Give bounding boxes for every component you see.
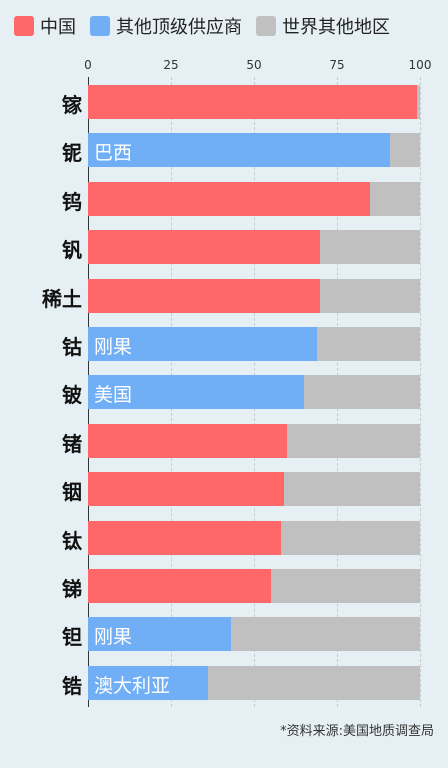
category-label: 铟	[62, 480, 82, 505]
bar-segment-china	[88, 520, 281, 555]
bar-segment-rest-of-world	[270, 569, 420, 603]
x-tick-label: 100	[408, 58, 432, 72]
bar-segment-china	[88, 569, 271, 603]
bar-segment-other-supplier	[88, 617, 231, 652]
category-label: 钛	[62, 528, 82, 553]
bar-country-label: 巴西	[94, 142, 133, 165]
bar-country-label: 美国	[94, 384, 133, 407]
bar-segment-other-supplier	[88, 375, 304, 410]
legend-swatch	[256, 16, 276, 36]
bar-segment-rest-of-world	[230, 617, 420, 652]
legend-swatch	[90, 16, 110, 36]
bar-segment-china	[88, 423, 288, 458]
bar-country-label: 刚果	[94, 336, 133, 358]
bar-segment-other-supplier	[88, 133, 391, 168]
bar-segment-rest-of-world	[303, 375, 420, 410]
category-label: 锗	[62, 431, 82, 456]
bar-segment-china	[88, 230, 321, 265]
bar-segment-rest-of-world	[320, 278, 420, 313]
legend: 中国 其他顶级供应商 世界其他地区	[14, 12, 390, 40]
x-tick-label: 25	[163, 58, 179, 72]
x-tick-label: 75	[329, 58, 345, 72]
category-label: 镓	[62, 93, 82, 117]
category-label: 锑	[62, 577, 82, 601]
x-axis-ticks: 0 25 50 75 100	[84, 58, 431, 74]
bar-segment-rest-of-world	[280, 520, 420, 555]
category-label: 钨	[62, 189, 82, 214]
bar-segment-china	[88, 472, 284, 507]
category-label: 铍	[62, 383, 82, 408]
bar-segment-rest-of-world	[390, 133, 420, 168]
category-label: 锆	[62, 673, 82, 698]
legend-label: 其他顶级供应商	[116, 17, 242, 38]
bar-country-label: 刚果	[94, 626, 133, 649]
bar-segment-other-supplier	[88, 327, 318, 361]
bar-segment-china	[88, 181, 371, 216]
category-label: 铌	[62, 141, 82, 166]
source-footnote: *资料来源:美国地质调查局	[280, 724, 434, 739]
legend-label: 世界其他地区	[282, 17, 390, 38]
category-label: 稀土	[42, 286, 82, 311]
legend-item: 中国	[14, 13, 76, 39]
bar-segment-rest-of-world	[287, 423, 420, 458]
category-label: 钒	[62, 238, 82, 263]
category-label: 钴	[62, 335, 82, 359]
bar-segment-rest-of-world	[317, 327, 420, 361]
bar-segment-rest-of-world	[320, 230, 420, 265]
bar-segment-rest-of-world	[416, 85, 420, 119]
x-tick-label: 50	[246, 58, 262, 72]
category-label: 钽	[62, 625, 82, 650]
bar-segment-other-supplier	[88, 665, 208, 700]
legend-label: 中国	[40, 17, 76, 38]
bar-segment-rest-of-world	[370, 181, 420, 216]
bar-segment-china	[88, 278, 321, 313]
x-tick-label: 0	[84, 58, 92, 72]
grid-line	[420, 77, 422, 707]
legend-swatch	[14, 16, 34, 36]
legend-item: 世界其他地区	[256, 13, 390, 39]
bar-segment-china	[88, 85, 417, 119]
bar-country-label: 澳大利亚	[94, 674, 171, 697]
legend-item: 其他顶级供应商	[90, 13, 242, 39]
bar-segment-rest-of-world	[283, 472, 420, 507]
bar-segment-rest-of-world	[207, 665, 420, 700]
